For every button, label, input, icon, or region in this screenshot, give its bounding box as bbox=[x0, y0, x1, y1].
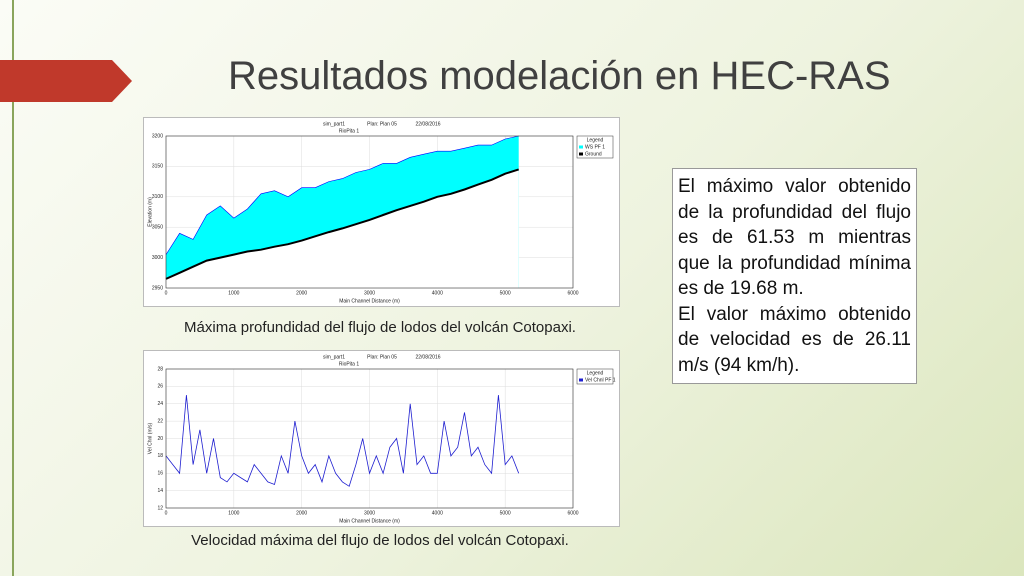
chart-date: 22/08/2016 bbox=[415, 121, 440, 127]
chart: sim_part1 Plan: Plan 05 22/08/2016 RioPita … bbox=[143, 117, 620, 307]
legend-label: WS PF 1 bbox=[585, 144, 605, 150]
legend-swatch bbox=[579, 145, 583, 149]
x-tick-label: 4000 bbox=[432, 510, 443, 516]
x-tick-label: 5000 bbox=[500, 290, 511, 296]
legend-title: Legend bbox=[587, 370, 604, 376]
x-tick-label: 4000 bbox=[432, 290, 443, 296]
slide-title: Resultados modelación en HEC-RAS bbox=[228, 54, 891, 98]
y-tick-label: 20 bbox=[157, 436, 163, 442]
x-tick-label: 1000 bbox=[228, 510, 239, 516]
y-tick-label: 16 bbox=[157, 471, 163, 477]
x-tick-label: 1000 bbox=[228, 290, 239, 296]
plot-frame bbox=[165, 368, 574, 509]
x-tick-label: 2000 bbox=[296, 510, 307, 516]
plot-frame bbox=[165, 135, 574, 289]
y-tick-label: 26 bbox=[157, 384, 163, 390]
chart-title: sim_part1 bbox=[323, 354, 345, 360]
y-tick-label: 3200 bbox=[152, 133, 163, 139]
x-tick-label: 5000 bbox=[500, 510, 511, 516]
caption: Velocidad máxima del flujo de lodos del … bbox=[191, 532, 569, 549]
legend-swatch bbox=[579, 378, 583, 382]
x-tick-label: 3000 bbox=[364, 290, 375, 296]
x-axis-label: Main Channel Distance (m) bbox=[339, 298, 400, 304]
x-tick-label: 2000 bbox=[296, 290, 307, 296]
line bbox=[165, 135, 519, 255]
title-arrow bbox=[0, 60, 132, 102]
x-tick-label: 0 bbox=[165, 510, 168, 516]
y-tick-label: 3100 bbox=[152, 194, 163, 200]
y-axis-label: Elevation (m) bbox=[147, 197, 153, 227]
chart-plan: Plan: Plan 05 bbox=[367, 354, 397, 360]
y-tick-label: 3150 bbox=[152, 164, 163, 170]
line bbox=[165, 395, 520, 487]
legend-title: Legend bbox=[587, 137, 604, 143]
x-tick-label: 0 bbox=[165, 290, 168, 296]
legend-swatch bbox=[579, 152, 583, 156]
paragraph: El máximo valor obtenido de la profundid… bbox=[678, 176, 911, 299]
y-tick-label: 28 bbox=[157, 366, 163, 372]
y-tick-label: 24 bbox=[157, 401, 163, 407]
x-tick-label: 3000 bbox=[364, 510, 375, 516]
legend-label: Ground bbox=[585, 151, 602, 157]
decor-line bbox=[12, 0, 14, 576]
chart-title: sim_part1 bbox=[323, 121, 345, 127]
y-axis-label: Vel Chnl (m/s) bbox=[147, 422, 153, 454]
chart-plan: Plan: Plan 05 bbox=[367, 121, 397, 127]
text-box: El máximo valor obtenido de la profundid… bbox=[672, 168, 917, 384]
legend-box bbox=[576, 368, 614, 385]
legend-box bbox=[576, 135, 614, 159]
y-tick-label: 22 bbox=[157, 418, 163, 424]
chart-subtitle: RioPita 1 bbox=[339, 128, 360, 134]
caption: Máxima profundidad del flujo de lodos de… bbox=[184, 319, 576, 336]
y-tick-label: 12 bbox=[157, 505, 163, 511]
chart-subtitle: RioPita 1 bbox=[339, 361, 360, 367]
x-tick-label: 6000 bbox=[567, 290, 578, 296]
y-tick-label: 3050 bbox=[152, 225, 163, 231]
y-tick-label: 3000 bbox=[152, 255, 163, 261]
legend-label: Vel Chnl PF 1 bbox=[585, 377, 616, 383]
y-tick-label: 2950 bbox=[152, 285, 163, 291]
line bbox=[165, 168, 520, 280]
y-tick-label: 18 bbox=[157, 453, 163, 459]
chart-date: 22/08/2016 bbox=[415, 354, 440, 360]
paragraph: El valor máximo obtenido de velocidad es… bbox=[678, 303, 911, 376]
chart: sim_part1 Plan: Plan 05 22/08/2016 RioPita … bbox=[143, 350, 620, 527]
x-axis-label: Main Channel Distance (m) bbox=[339, 518, 400, 524]
y-tick-label: 14 bbox=[157, 488, 163, 494]
x-tick-label: 6000 bbox=[567, 510, 578, 516]
